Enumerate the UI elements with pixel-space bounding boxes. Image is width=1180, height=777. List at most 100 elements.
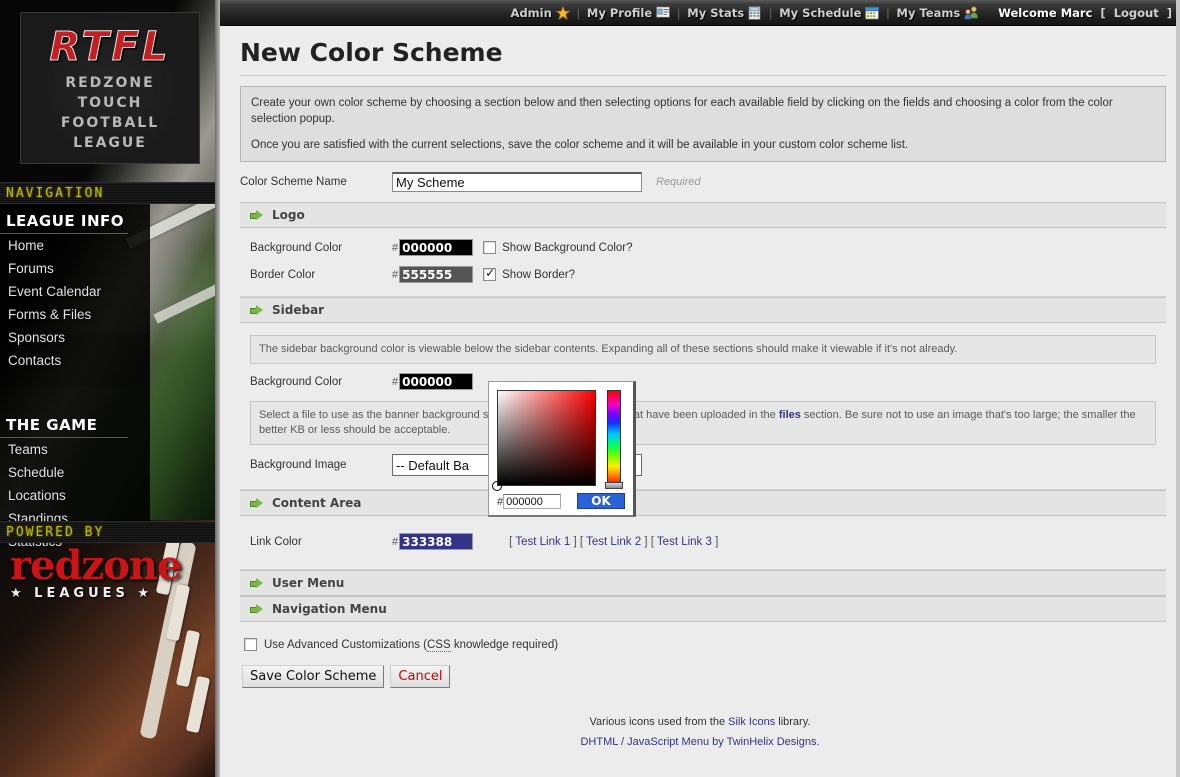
sidebar-item-schedule[interactable]: Schedule (8, 465, 65, 480)
topbar-label-my-schedule: My Schedule (779, 5, 862, 20)
sidebar: RTFL REDZONE TOUCH FOOTBALL LEAGUE NAVIG… (0, 0, 220, 777)
cancel-button[interactable]: Cancel (390, 665, 451, 688)
section-title-user-menu: User Menu (272, 576, 345, 590)
background-image-label: Background Image (250, 459, 347, 471)
arrow-right-icon (250, 497, 264, 509)
sidebar-group-league-info: LEAGUE INFO Home Forums Event Calendar F… (0, 206, 220, 368)
color-picker-hex-input[interactable] (503, 494, 562, 509)
sidebar-item-forums[interactable]: Forums (8, 261, 54, 276)
test-link-1[interactable]: Test Link 1 (515, 535, 571, 548)
section-header-sidebar[interactable]: Sidebar (240, 297, 1166, 323)
sidebar-item-teams[interactable]: Teams (8, 442, 48, 457)
sidebar-group-backdrop (0, 386, 150, 522)
save-color-scheme-button[interactable]: Save Color Scheme (242, 665, 385, 688)
saturation-value-square[interactable] (497, 390, 596, 486)
vcard-icon (656, 5, 671, 20)
hash-symbol: # (392, 241, 399, 254)
topbar-label-my-profile: My Profile (586, 5, 653, 20)
topbar-item-my-teams[interactable]: My Teams (891, 6, 985, 20)
files-section-link[interactable]: files (778, 409, 801, 421)
topbar-separator: | (576, 5, 580, 20)
section-body-logo: Background Color # Show Background Color… (240, 228, 1166, 297)
logout-bracket-close: ] (1166, 5, 1172, 20)
section-header-navigation-menu[interactable]: Navigation Menu (240, 596, 1166, 622)
advanced-customizations-label: Use Advanced Customizations (CSS knowled… (264, 638, 558, 652)
sidebar-item-locations[interactable]: Locations (8, 488, 66, 503)
scheme-name-required-note: Required (656, 176, 701, 188)
topbar-item-admin[interactable]: Admin (505, 5, 576, 20)
logo-border-color-row: Border Color # Show Border? (240, 261, 1166, 288)
saturation-value-cursor[interactable] (492, 481, 502, 491)
sidebar-item-contacts[interactable]: Contacts (8, 353, 62, 368)
section-body-sidebar: The sidebar background color is viewable… (240, 323, 1166, 490)
color-picker-ok-button[interactable]: OK (577, 493, 625, 509)
powered-by-led-label: POWERED BY (6, 524, 105, 540)
scheme-name-row: Color Scheme Name Required (220, 162, 1180, 202)
footer-line-2: DHTML / JavaScript Menu by TwinHelix Des… (220, 732, 1180, 752)
logo-line-3: FOOTBALL (60, 115, 160, 131)
footer-line-1: Various icons used from the Silk Icons l… (220, 712, 1180, 732)
topbar-separator: | (769, 5, 773, 20)
league-logo[interactable]: RTFL REDZONE TOUCH FOOTBALL LEAGUE (20, 12, 200, 164)
logo-line-1: REDZONE (65, 75, 155, 91)
group-icon (964, 6, 979, 20)
bracket-close: ] (715, 535, 719, 548)
link-color-input[interactable] (399, 533, 474, 550)
silk-icons-link[interactable]: Silk Icons (728, 716, 776, 728)
test-link-2[interactable]: Test Link 2 (586, 535, 642, 548)
test-link-3[interactable]: Test Link 3 (656, 535, 712, 548)
logo-background-color-row: Background Color # Show Background Color… (240, 234, 1166, 261)
hue-strip[interactable] (607, 390, 621, 486)
advanced-label-pre: Use Advanced Customizations ( (264, 638, 427, 651)
advanced-customizations-row: Use Advanced Customizations (CSS knowled… (220, 622, 1180, 652)
bracket-close: ] (573, 535, 577, 548)
section-header-user-menu[interactable]: User Menu (240, 570, 1166, 596)
color-picker-hex-field: # (497, 494, 562, 509)
hue-slider-handle[interactable] (605, 482, 623, 489)
sidebar-item-home[interactable]: Home (8, 238, 45, 253)
star-icon (555, 5, 571, 20)
logout-link[interactable]: Logout (1113, 5, 1159, 20)
redzone-wordmark: redzone (10, 542, 182, 589)
sidebar-background-color-input[interactable] (399, 373, 474, 390)
navigation-led-label: NAVIGATION (6, 185, 105, 201)
section-header-logo[interactable]: Logo (240, 202, 1166, 228)
logo-background-color-input[interactable] (399, 239, 474, 256)
show-border-checkbox[interactable] (483, 266, 497, 281)
footer-line1-pre: Various icons used from the (589, 716, 729, 728)
footer-line1-post: library. (775, 716, 811, 728)
page-right-edge (1176, 0, 1180, 777)
section-title-sidebar: Sidebar (272, 303, 325, 317)
sidebar-item-sponsors[interactable]: Sponsors (8, 330, 66, 345)
redzone-leagues-logo[interactable]: redzone ★ LEAGUES ★ (10, 542, 182, 602)
show-background-color-checkbox[interactable] (483, 241, 497, 254)
show-background-color-label: Show Background Color? (502, 241, 633, 254)
section-body-content-area: Link Color # [ Test Link 1 ] [ Test Link… (240, 516, 1166, 570)
twinhelix-link[interactable]: DHTML / JavaScript Menu by TwinHelix Des… (580, 736, 820, 748)
calculator-icon (748, 5, 762, 20)
sidebar-group-backdrop (0, 204, 150, 334)
title-divider (240, 75, 1166, 76)
advanced-customizations-checkbox[interactable] (244, 638, 257, 651)
arrow-right-icon (250, 209, 264, 221)
section-title-logo: Logo (272, 208, 305, 222)
sidebar-item-forms-files[interactable]: Forms & Files (8, 307, 92, 322)
image-note-end: section. Be sure not to use an (800, 409, 950, 421)
sidebar-heading-the-game: THE GAME (0, 410, 128, 438)
color-picker-popup[interactable]: # OK (488, 381, 636, 517)
bracket-open: [ (579, 535, 584, 548)
image-note-post: files that have been uploaded in the (599, 409, 779, 421)
topbar-item-my-profile[interactable]: My Profile (581, 6, 676, 20)
topbar-item-my-schedule[interactable]: My Schedule (773, 6, 885, 20)
topbar-item-my-stats[interactable]: My Stats (681, 5, 768, 20)
image-note-pre: Select a file to use as the banner backg… (259, 409, 480, 421)
logout-bracket-open: [ (1100, 5, 1106, 20)
sidebar-item-event-calendar[interactable]: Event Calendar (8, 284, 102, 299)
logo-border-color-input[interactable] (399, 266, 474, 283)
scheme-name-input[interactable] (392, 172, 642, 192)
section-title-content-area: Content Area (272, 496, 362, 510)
redzone-leagues-label: ★ LEAGUES ★ (10, 586, 154, 601)
section-header-content-area[interactable]: Content Area (240, 490, 1166, 516)
sidebar-background-color-label: Background Color (250, 375, 343, 388)
